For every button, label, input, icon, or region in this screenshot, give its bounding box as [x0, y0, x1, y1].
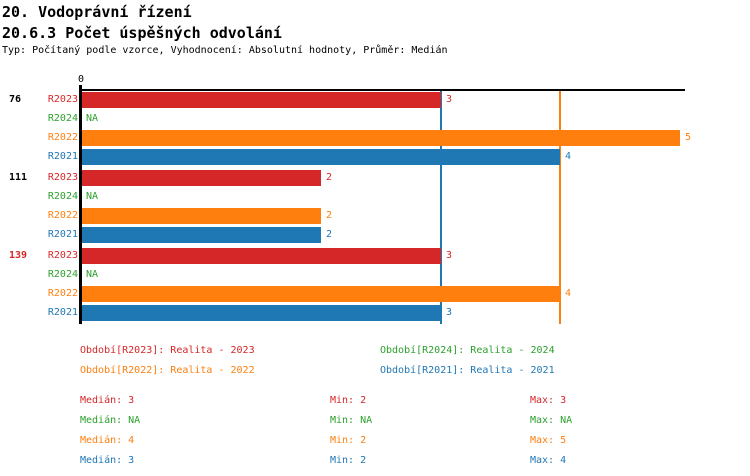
row-label-r2023: R2023: [47, 94, 78, 105]
bar-r2021: [82, 305, 441, 321]
median-line-r2021: [440, 91, 442, 324]
bar-value-label: 2: [326, 229, 333, 240]
group-label-76: 76: [9, 94, 22, 105]
bar-value-label-na: NA: [86, 113, 99, 124]
group-label-139: 139: [9, 250, 28, 261]
page-title: 20. Vodoprávní řízení: [2, 3, 192, 21]
row-label-r2022: R2022: [47, 210, 78, 221]
row-label-r2022: R2022: [47, 132, 78, 143]
axis-line-left: [79, 85, 82, 324]
axis-zero-label: 0: [77, 74, 85, 85]
bar-r2022: [82, 286, 560, 302]
bar-value-label: 3: [446, 250, 453, 261]
bar-r2021: [82, 227, 321, 243]
stat-median-r2024: Medián: NA: [80, 415, 141, 426]
stat-max-r2021: Max: 4: [530, 455, 567, 466]
row-label-r2024: R2024: [47, 113, 78, 124]
bar-r2023: [82, 92, 441, 108]
bar-value-label: 2: [326, 172, 333, 183]
legend-item-r2023: Období[R2023]: Realita - 2023: [80, 345, 255, 356]
page-subtitle: 20.6.3 Počet úspěšných odvolání: [2, 24, 282, 42]
row-label-r2024: R2024: [47, 269, 78, 280]
stat-min-r2023: Min: 2: [330, 395, 367, 406]
bar-value-label: 4: [565, 288, 572, 299]
group-label-111: 111: [9, 172, 28, 183]
legend-item-r2024: Období[R2024]: Realita - 2024: [380, 345, 555, 356]
stat-min-r2022: Min: 2: [330, 435, 367, 446]
stat-max-r2023: Max: 3: [530, 395, 567, 406]
legend-item-r2022: Období[R2022]: Realita - 2022: [80, 365, 255, 376]
stat-min-r2024: Min: NA: [330, 415, 373, 426]
bar-r2022: [82, 208, 321, 224]
meta-line: Typ: Počítaný podle vzorce, Vyhodnocení:…: [2, 45, 448, 56]
row-label-r2024: R2024: [47, 191, 78, 202]
bar-value-label: 4: [565, 151, 572, 162]
stat-max-r2024: Max: NA: [530, 415, 573, 426]
axis-line-top: [79, 89, 685, 91]
bar-r2021: [82, 149, 560, 165]
row-label-r2023: R2023: [47, 172, 78, 183]
bar-value-label: 3: [446, 94, 453, 105]
stat-median-r2021: Medián: 3: [80, 455, 135, 466]
bar-value-label-na: NA: [86, 269, 99, 280]
stat-max-r2022: Max: 5: [530, 435, 567, 446]
bar-value-label-na: NA: [86, 191, 99, 202]
bar-r2023: [82, 248, 441, 264]
bar-value-label: 3: [446, 307, 453, 318]
row-label-r2022: R2022: [47, 288, 78, 299]
stat-min-r2021: Min: 2: [330, 455, 367, 466]
stat-median-r2023: Medián: 3: [80, 395, 135, 406]
row-label-r2021: R2021: [47, 307, 78, 318]
bar-value-label: 2: [326, 210, 333, 221]
row-label-r2021: R2021: [47, 229, 78, 240]
bar-r2023: [82, 170, 321, 186]
median-line-r2022: [559, 91, 561, 324]
bar-value-label: 5: [685, 132, 692, 143]
row-label-r2021: R2021: [47, 151, 78, 162]
row-label-r2023: R2023: [47, 250, 78, 261]
stat-median-r2022: Medián: 4: [80, 435, 135, 446]
bar-r2022: [82, 130, 680, 146]
legend-item-r2021: Období[R2021]: Realita - 2021: [380, 365, 555, 376]
